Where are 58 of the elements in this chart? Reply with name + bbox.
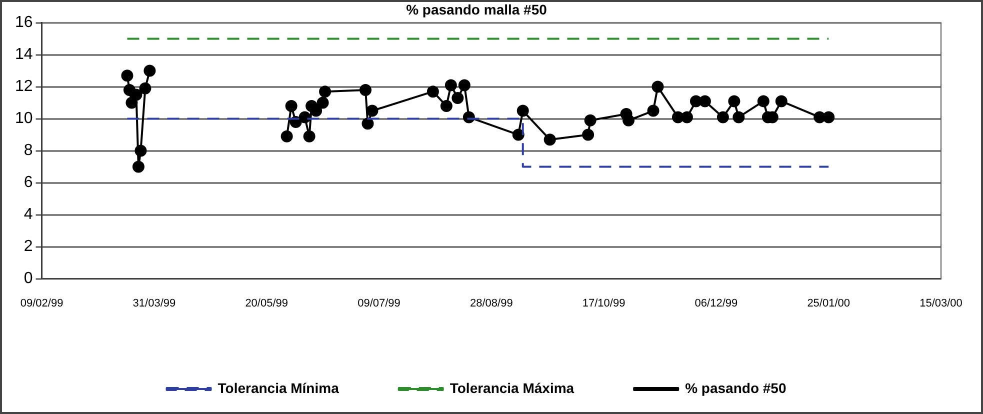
point: [139, 82, 152, 94]
point: [319, 86, 332, 98]
point: [732, 111, 745, 124]
point: [366, 104, 378, 117]
y-tick-label: 2: [24, 238, 33, 256]
point: [362, 118, 374, 130]
point: [622, 114, 635, 126]
point: [544, 134, 556, 146]
point: [310, 104, 322, 117]
point: [132, 160, 144, 173]
point: [584, 114, 596, 126]
x-tick-label: 06/12/99: [694, 297, 738, 310]
point: [822, 111, 835, 124]
x-tick-label: 28/08/99: [470, 297, 513, 310]
y-tick-label: 12: [15, 78, 33, 96]
point: [652, 80, 664, 93]
x-tick-label: 09/02/99: [20, 297, 64, 310]
point: [444, 79, 457, 92]
point: [452, 92, 464, 104]
point: [458, 79, 470, 92]
legend-label: Tolerancia Máxima: [450, 380, 574, 396]
y-tick-label: 4: [24, 206, 33, 224]
y-tick-label: 14: [15, 46, 33, 64]
y-tick-label: 16: [15, 14, 33, 32]
legend-label: Tolerancia Mínima: [218, 380, 340, 396]
point: [516, 104, 529, 117]
point: [134, 144, 147, 157]
point: [775, 95, 788, 108]
x-tick-label: 15/03/00: [920, 297, 962, 310]
y-tick-label: 10: [15, 110, 33, 128]
y-tick-label: 6: [24, 174, 33, 192]
point: [303, 130, 316, 142]
point: [647, 104, 660, 117]
point: [728, 95, 740, 108]
point: [440, 100, 452, 112]
legend-label: % pasando #50: [685, 380, 786, 396]
y-tick-label: 0: [24, 270, 33, 288]
y-tick-label: 8: [24, 142, 33, 160]
point: [582, 128, 594, 141]
x-tick-label: 25/01/00: [807, 297, 850, 310]
point: [360, 84, 372, 96]
x-tick-label: 20/05/99: [245, 297, 288, 310]
point: [130, 88, 142, 101]
point: [144, 64, 156, 77]
point: [512, 128, 524, 141]
point: [280, 130, 293, 142]
x-tick-label: 09/07/99: [358, 297, 400, 310]
point: [698, 95, 711, 108]
x-tick-label: 17/10/99: [582, 297, 626, 310]
point: [716, 111, 729, 124]
point: [121, 70, 134, 82]
point: [316, 96, 329, 109]
x-tick-label: 31/03/99: [132, 297, 176, 310]
point: [298, 111, 311, 124]
chart-title: % pasando malla #50: [406, 1, 548, 18]
point: [285, 100, 298, 112]
point: [757, 95, 770, 108]
point: [426, 86, 439, 98]
